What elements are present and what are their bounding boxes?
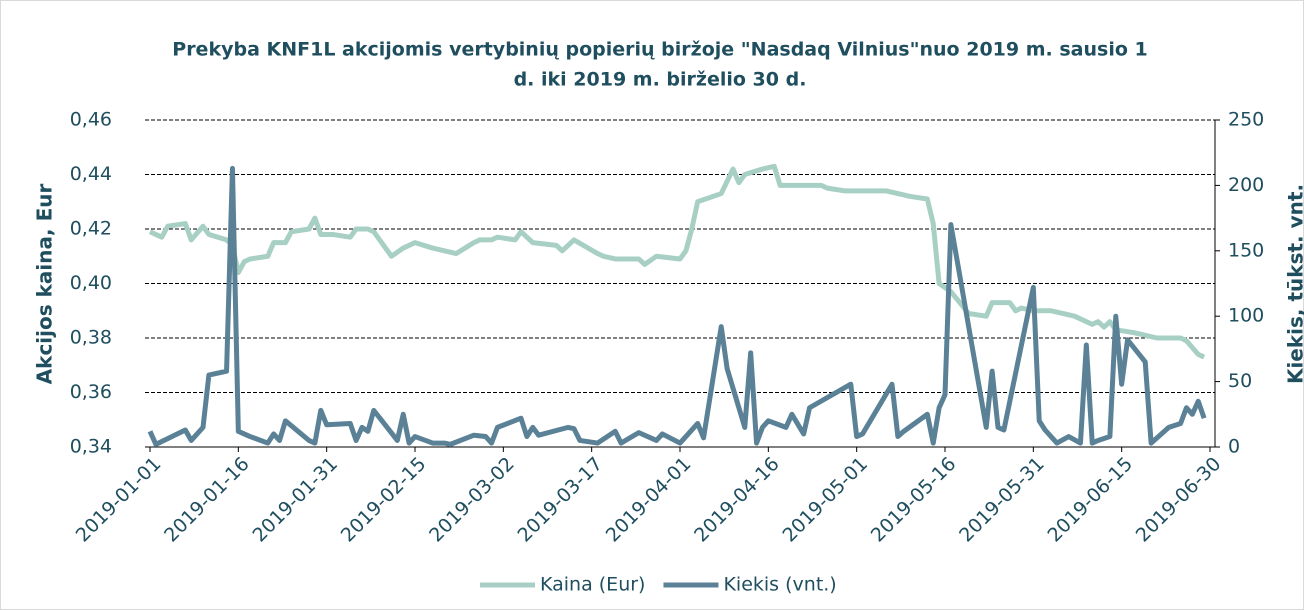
chart-subtitle: d. iki 2019 m. birželio 30 d. xyxy=(514,69,807,91)
series-line xyxy=(147,165,1207,447)
y2-tick-label: 150 xyxy=(1228,239,1264,261)
y2-tick-label: 50 xyxy=(1228,370,1252,392)
y2-tick-label: 250 xyxy=(1228,109,1264,131)
y-tick-label: 0,42 xyxy=(70,218,112,240)
y2-tick-label: 0 xyxy=(1228,436,1240,458)
y-tick-label: 0,34 xyxy=(70,436,112,458)
y2-axis-label: Kiekis, tūkst. vnt. xyxy=(1284,184,1304,384)
y-tick-label: 0,46 xyxy=(70,109,112,131)
y-tick-label: 0,36 xyxy=(70,381,112,403)
y-tick-label: 0,40 xyxy=(70,272,112,294)
y2-tick-label: 200 xyxy=(1228,174,1264,196)
legend-label: Kiekis (vnt.) xyxy=(723,574,836,596)
y2-tick-label: 100 xyxy=(1228,305,1264,327)
legend-label: Kaina (Eur) xyxy=(540,574,645,596)
y-tick-label: 0,38 xyxy=(70,327,112,349)
y-axis-label: Akcijos kaina, Eur xyxy=(33,184,57,385)
chart-title: Prekyba KNF1L akcijomis vertybinių popie… xyxy=(172,39,1147,61)
y-tick-label: 0,44 xyxy=(70,163,112,185)
series-line xyxy=(148,163,1206,360)
